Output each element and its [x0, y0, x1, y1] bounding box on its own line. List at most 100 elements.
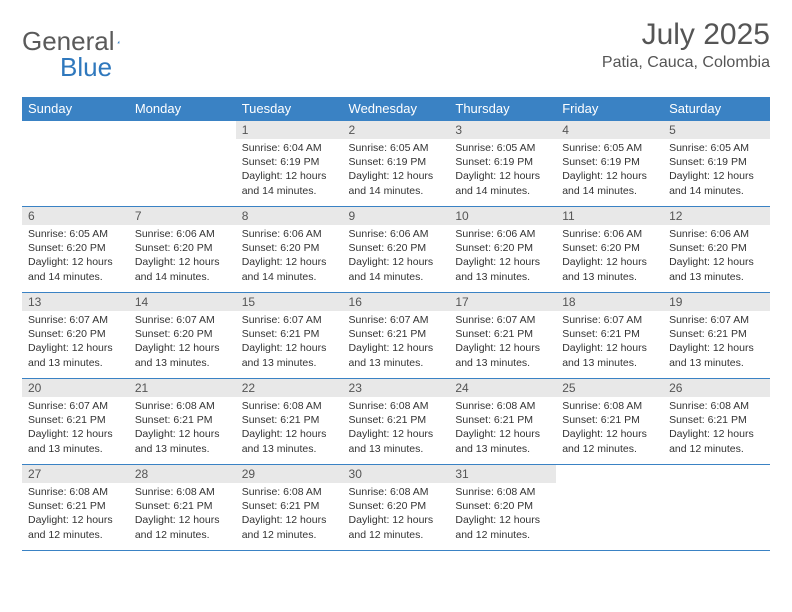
daylight-text: Daylight: 12 hours and 12 minutes. — [242, 513, 337, 541]
sunrise-text: Sunrise: 6:05 AM — [562, 141, 657, 155]
sunrise-text: Sunrise: 6:08 AM — [669, 399, 764, 413]
day-details: Sunrise: 6:07 AMSunset: 6:21 PMDaylight:… — [663, 311, 770, 374]
calendar-day-cell: 31Sunrise: 6:08 AMSunset: 6:20 PMDayligh… — [449, 465, 556, 551]
calendar-day-cell: 18Sunrise: 6:07 AMSunset: 6:21 PMDayligh… — [556, 293, 663, 379]
daylight-text: Daylight: 12 hours and 13 minutes. — [135, 427, 230, 455]
calendar-day-cell: 22Sunrise: 6:08 AMSunset: 6:21 PMDayligh… — [236, 379, 343, 465]
day-number: 6 — [22, 207, 129, 225]
day-number: 17 — [449, 293, 556, 311]
calendar-day-cell: 3Sunrise: 6:05 AMSunset: 6:19 PMDaylight… — [449, 121, 556, 207]
daylight-text: Daylight: 12 hours and 14 minutes. — [242, 169, 337, 197]
sunrise-text: Sunrise: 6:05 AM — [349, 141, 444, 155]
calendar-day-cell: 17Sunrise: 6:07 AMSunset: 6:21 PMDayligh… — [449, 293, 556, 379]
day-number: 30 — [343, 465, 450, 483]
sunrise-text: Sunrise: 6:08 AM — [349, 399, 444, 413]
daylight-text: Daylight: 12 hours and 12 minutes. — [455, 513, 550, 541]
day-number: 28 — [129, 465, 236, 483]
calendar-day-cell: 20Sunrise: 6:07 AMSunset: 6:21 PMDayligh… — [22, 379, 129, 465]
day-number: 22 — [236, 379, 343, 397]
day-number: 20 — [22, 379, 129, 397]
weekday-header-row: SundayMondayTuesdayWednesdayThursdayFrid… — [22, 97, 770, 121]
sunrise-text: Sunrise: 6:05 AM — [455, 141, 550, 155]
sunset-text: Sunset: 6:20 PM — [135, 241, 230, 255]
day-details: Sunrise: 6:06 AMSunset: 6:20 PMDaylight:… — [129, 225, 236, 288]
day-details: Sunrise: 6:08 AMSunset: 6:21 PMDaylight:… — [343, 397, 450, 460]
sunset-text: Sunset: 6:19 PM — [455, 155, 550, 169]
daylight-text: Daylight: 12 hours and 13 minutes. — [349, 341, 444, 369]
calendar-week-row: 27Sunrise: 6:08 AMSunset: 6:21 PMDayligh… — [22, 465, 770, 551]
sunrise-text: Sunrise: 6:07 AM — [669, 313, 764, 327]
sunset-text: Sunset: 6:21 PM — [28, 499, 123, 513]
sunset-text: Sunset: 6:21 PM — [349, 413, 444, 427]
weekday-header: Sunday — [22, 97, 129, 121]
sunset-text: Sunset: 6:21 PM — [242, 499, 337, 513]
daylight-text: Daylight: 12 hours and 13 minutes. — [562, 255, 657, 283]
sunset-text: Sunset: 6:19 PM — [349, 155, 444, 169]
sunset-text: Sunset: 6:21 PM — [349, 327, 444, 341]
day-number: 11 — [556, 207, 663, 225]
day-details: Sunrise: 6:08 AMSunset: 6:21 PMDaylight:… — [129, 397, 236, 460]
sunset-text: Sunset: 6:19 PM — [242, 155, 337, 169]
calendar-day-cell: 5Sunrise: 6:05 AMSunset: 6:19 PMDaylight… — [663, 121, 770, 207]
day-number: 29 — [236, 465, 343, 483]
sunrise-text: Sunrise: 6:07 AM — [28, 399, 123, 413]
sunrise-text: Sunrise: 6:05 AM — [669, 141, 764, 155]
day-number: 26 — [663, 379, 770, 397]
day-number: 21 — [129, 379, 236, 397]
sunrise-text: Sunrise: 6:07 AM — [28, 313, 123, 327]
day-details: Sunrise: 6:08 AMSunset: 6:21 PMDaylight:… — [236, 483, 343, 546]
sunset-text: Sunset: 6:21 PM — [135, 499, 230, 513]
sunrise-text: Sunrise: 6:04 AM — [242, 141, 337, 155]
day-number: 13 — [22, 293, 129, 311]
day-details: Sunrise: 6:06 AMSunset: 6:20 PMDaylight:… — [449, 225, 556, 288]
calendar-day-cell: 15Sunrise: 6:07 AMSunset: 6:21 PMDayligh… — [236, 293, 343, 379]
sunrise-text: Sunrise: 6:08 AM — [349, 485, 444, 499]
calendar-day-cell — [22, 121, 129, 207]
sunset-text: Sunset: 6:20 PM — [28, 241, 123, 255]
sunrise-text: Sunrise: 6:08 AM — [135, 485, 230, 499]
calendar-day-cell: 2Sunrise: 6:05 AMSunset: 6:19 PMDaylight… — [343, 121, 450, 207]
title-block: July 2025 Patia, Cauca, Colombia — [602, 18, 770, 72]
sunset-text: Sunset: 6:21 PM — [562, 327, 657, 341]
weekday-header: Thursday — [449, 97, 556, 121]
calendar-day-cell: 11Sunrise: 6:06 AMSunset: 6:20 PMDayligh… — [556, 207, 663, 293]
daylight-text: Daylight: 12 hours and 14 minutes. — [135, 255, 230, 283]
day-number: 18 — [556, 293, 663, 311]
daylight-text: Daylight: 12 hours and 12 minutes. — [135, 513, 230, 541]
sunrise-text: Sunrise: 6:08 AM — [242, 399, 337, 413]
logo-text-blue: Blue — [60, 52, 112, 82]
daylight-text: Daylight: 12 hours and 14 minutes. — [455, 169, 550, 197]
sunrise-text: Sunrise: 6:05 AM — [28, 227, 123, 241]
daylight-text: Daylight: 12 hours and 13 minutes. — [242, 427, 337, 455]
daylight-text: Daylight: 12 hours and 14 minutes. — [349, 169, 444, 197]
day-details: Sunrise: 6:08 AMSunset: 6:21 PMDaylight:… — [556, 397, 663, 460]
calendar-day-cell: 9Sunrise: 6:06 AMSunset: 6:20 PMDaylight… — [343, 207, 450, 293]
day-details: Sunrise: 6:06 AMSunset: 6:20 PMDaylight:… — [556, 225, 663, 288]
day-details: Sunrise: 6:08 AMSunset: 6:21 PMDaylight:… — [236, 397, 343, 460]
sunrise-text: Sunrise: 6:07 AM — [455, 313, 550, 327]
day-details: Sunrise: 6:05 AMSunset: 6:19 PMDaylight:… — [556, 139, 663, 202]
sunrise-text: Sunrise: 6:06 AM — [669, 227, 764, 241]
calendar-day-cell: 1Sunrise: 6:04 AMSunset: 6:19 PMDaylight… — [236, 121, 343, 207]
day-details: Sunrise: 6:07 AMSunset: 6:20 PMDaylight:… — [22, 311, 129, 374]
day-number: 23 — [343, 379, 450, 397]
calendar-day-cell: 29Sunrise: 6:08 AMSunset: 6:21 PMDayligh… — [236, 465, 343, 551]
calendar-day-cell: 6Sunrise: 6:05 AMSunset: 6:20 PMDaylight… — [22, 207, 129, 293]
sunset-text: Sunset: 6:21 PM — [242, 413, 337, 427]
calendar-day-cell: 4Sunrise: 6:05 AMSunset: 6:19 PMDaylight… — [556, 121, 663, 207]
calendar-day-cell: 24Sunrise: 6:08 AMSunset: 6:21 PMDayligh… — [449, 379, 556, 465]
day-details: Sunrise: 6:06 AMSunset: 6:20 PMDaylight:… — [343, 225, 450, 288]
sunset-text: Sunset: 6:20 PM — [455, 499, 550, 513]
weekday-header: Saturday — [663, 97, 770, 121]
calendar-day-cell — [556, 465, 663, 551]
day-details: Sunrise: 6:05 AMSunset: 6:20 PMDaylight:… — [22, 225, 129, 288]
calendar-day-cell: 10Sunrise: 6:06 AMSunset: 6:20 PMDayligh… — [449, 207, 556, 293]
day-details: Sunrise: 6:05 AMSunset: 6:19 PMDaylight:… — [449, 139, 556, 202]
sunset-text: Sunset: 6:20 PM — [669, 241, 764, 255]
day-number: 8 — [236, 207, 343, 225]
sunrise-text: Sunrise: 6:06 AM — [135, 227, 230, 241]
day-details: Sunrise: 6:06 AMSunset: 6:20 PMDaylight:… — [663, 225, 770, 288]
sunrise-text: Sunrise: 6:08 AM — [455, 399, 550, 413]
sunrise-text: Sunrise: 6:08 AM — [562, 399, 657, 413]
day-details: Sunrise: 6:08 AMSunset: 6:21 PMDaylight:… — [663, 397, 770, 460]
